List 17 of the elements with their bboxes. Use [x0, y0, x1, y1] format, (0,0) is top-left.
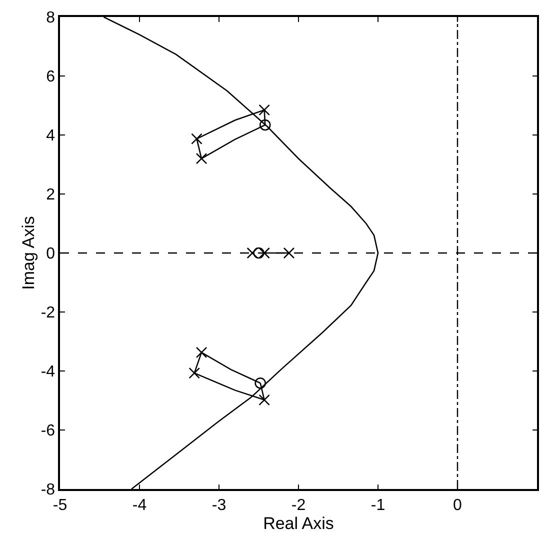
y-tick-label: 0: [46, 246, 56, 263]
y-tick-label: 4: [46, 128, 56, 145]
y-tick-label: -6: [40, 422, 56, 440]
y-axis-title: Imag Axis: [18, 216, 38, 290]
x-axis-title: Real Axis: [263, 514, 334, 533]
y-tick-label: 8: [46, 10, 56, 27]
y-tick-label: -4: [40, 364, 56, 381]
y-tick-label: 2: [46, 186, 56, 204]
x-tick-label: -4: [132, 496, 147, 514]
y-tick-label: -2: [40, 304, 56, 322]
x-tick-label: -1: [370, 496, 386, 514]
y-tick-label: -8: [40, 482, 56, 499]
x-tick-label: -5: [52, 496, 68, 514]
x-tick-label: -3: [212, 496, 226, 514]
x-tick-label: -2: [291, 496, 306, 514]
x-tick-label: 0: [453, 496, 462, 514]
y-tick-label: 6: [46, 68, 56, 86]
